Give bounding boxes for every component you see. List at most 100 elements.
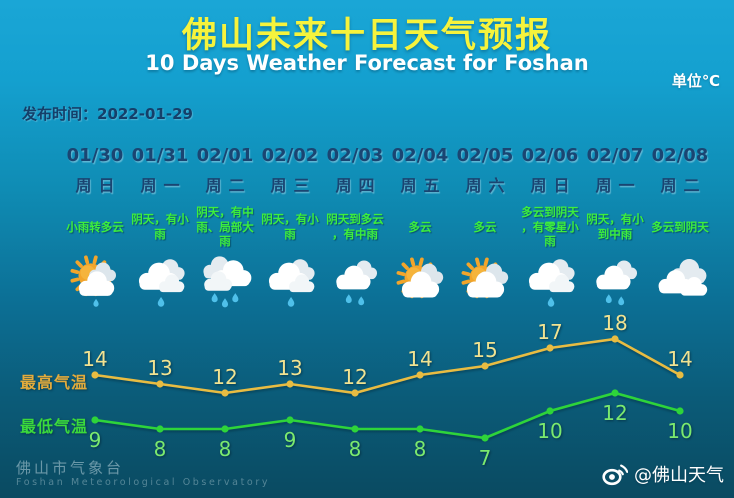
- day-date: 02/03: [326, 145, 384, 166]
- day-column: 02/06 周日多云到阴天，有零星小雨: [517, 0, 583, 498]
- publish-time: 发布时间：2022-01-29: [22, 105, 193, 123]
- low-temp-value: 8: [414, 437, 427, 461]
- low-temp-value: 12: [602, 401, 627, 425]
- day-column: 01/31 周一阴天，有小雨: [127, 0, 193, 498]
- day-column: 01/30 周日 小雨转多云: [62, 0, 128, 498]
- day-date: 02/02: [261, 145, 319, 166]
- day-weekday: 周一: [140, 176, 187, 195]
- low-temp-point: [221, 425, 229, 433]
- low-temp-line: [94, 391, 681, 440]
- high-temp-value: 17: [537, 320, 562, 344]
- low-temp-point: [676, 407, 684, 415]
- high-temp-value: 13: [277, 356, 302, 380]
- high-temp-value: 14: [407, 347, 432, 371]
- day-weekday: 周六: [465, 176, 512, 195]
- low-temp-value: 7: [479, 446, 492, 470]
- day-date: 02/04: [391, 145, 449, 166]
- day-column: 02/05 周六多云: [452, 0, 518, 498]
- day-weekday: 周一: [595, 176, 642, 195]
- high-temp-value: 14: [82, 347, 107, 371]
- low-temp-value: 8: [349, 437, 362, 461]
- sun-clouds-icon: [461, 257, 509, 299]
- rain-medium-icon: [596, 260, 638, 306]
- day-condition: 阴天，有小雨: [131, 212, 189, 241]
- weibo-icon: [602, 464, 628, 486]
- low-temp-point: [286, 416, 294, 424]
- day-date: 01/30: [66, 145, 124, 166]
- low-temp-value: 9: [89, 428, 102, 452]
- high-temp-point: [676, 371, 684, 379]
- unit-label: 单位℃: [671, 72, 720, 90]
- low-temp-legend: 最低气温: [20, 417, 89, 436]
- low-temp-value: 8: [154, 437, 167, 461]
- high-temp-value: 12: [212, 365, 237, 389]
- day-weekday: 周日: [530, 176, 577, 195]
- rain-heavy-icon: [203, 256, 252, 308]
- rain-light-icon: [138, 259, 185, 307]
- high-temp-point: [91, 371, 99, 379]
- org-name-en: Foshan Meteorological Observatory: [16, 477, 271, 488]
- high-temp-point: [221, 389, 229, 397]
- day-column: 02/03 周四 阴天到多云，有中雨: [322, 0, 388, 498]
- low-temp-point: [481, 434, 489, 442]
- low-temp-point: [546, 407, 554, 415]
- high-temp-point: [156, 380, 164, 388]
- day-date: 01/31: [131, 145, 189, 166]
- high-temp-point: [481, 362, 489, 370]
- day-condition: 多云到阴天，有零星小雨: [521, 204, 579, 249]
- high-temp-point: [611, 335, 619, 343]
- day-condition: 多云到阴天: [651, 219, 709, 234]
- day-weekday: 周二: [660, 176, 707, 195]
- sun-clouds-drizzle-icon: [70, 255, 116, 307]
- high-temp-legend: 最高气温: [20, 373, 89, 392]
- day-date: 02/01: [196, 145, 254, 166]
- page-subtitle: 10 Days Weather Forecast for Foshan: [145, 51, 589, 75]
- high-temp-point: [546, 344, 554, 352]
- day-weekday: 周三: [270, 176, 317, 195]
- high-temp-point: [286, 380, 294, 388]
- day-date: 02/05: [456, 145, 514, 166]
- low-temp-value: 9: [284, 428, 297, 452]
- day-condition: 多云: [408, 219, 432, 234]
- high-temp-value: 14: [667, 347, 692, 371]
- day-column: 02/01 周二阴天，有中雨、局部大雨: [192, 0, 258, 498]
- day-condition: 阴天，有中雨、局部大雨: [196, 204, 254, 249]
- high-temp-line: [94, 337, 681, 395]
- high-temp-value: 13: [147, 356, 172, 380]
- rain-light-icon: [528, 259, 575, 307]
- day-date: 02/07: [586, 145, 644, 166]
- day-date: 02/06: [521, 145, 579, 166]
- day-date: 02/08: [651, 145, 709, 166]
- low-temp-point: [416, 425, 424, 433]
- low-temp-point: [611, 389, 619, 397]
- low-temp-value: 8: [219, 437, 232, 461]
- weibo-handle: @佛山天气: [634, 465, 724, 486]
- rain-light-icon: [268, 259, 315, 307]
- low-temp-value: 10: [537, 419, 562, 443]
- high-temp-point: [351, 389, 359, 397]
- high-temp-value: 12: [342, 365, 367, 389]
- cloudy-icon: [658, 258, 708, 296]
- day-column: 02/07 周一阴天，有小到中雨: [582, 0, 648, 498]
- low-temp-point: [351, 425, 359, 433]
- high-temp-point: [416, 371, 424, 379]
- day-weekday: 周五: [400, 176, 447, 195]
- high-temp-value: 18: [602, 311, 627, 335]
- day-condition: 阴天，有小雨: [261, 212, 319, 241]
- low-temp-point: [91, 416, 99, 424]
- day-weekday: 周四: [335, 176, 382, 195]
- low-temp-point: [156, 425, 164, 433]
- day-weekday: 周二: [205, 176, 252, 195]
- day-condition: 小雨转多云: [66, 219, 124, 234]
- sun-clouds-icon: [396, 257, 444, 299]
- day-column: 02/08 周二多云到阴天: [647, 0, 713, 498]
- day-condition: 多云: [473, 219, 497, 234]
- high-temp-value: 15: [472, 338, 497, 362]
- day-condition: 阴天，有小到中雨: [586, 212, 644, 241]
- day-column: 02/02 周三阴天，有小雨: [257, 0, 323, 498]
- weibo-credit: @佛山天气: [602, 461, 724, 487]
- low-temp-value: 10: [667, 419, 692, 443]
- page-title: 佛山未来十日天气预报: [181, 16, 552, 56]
